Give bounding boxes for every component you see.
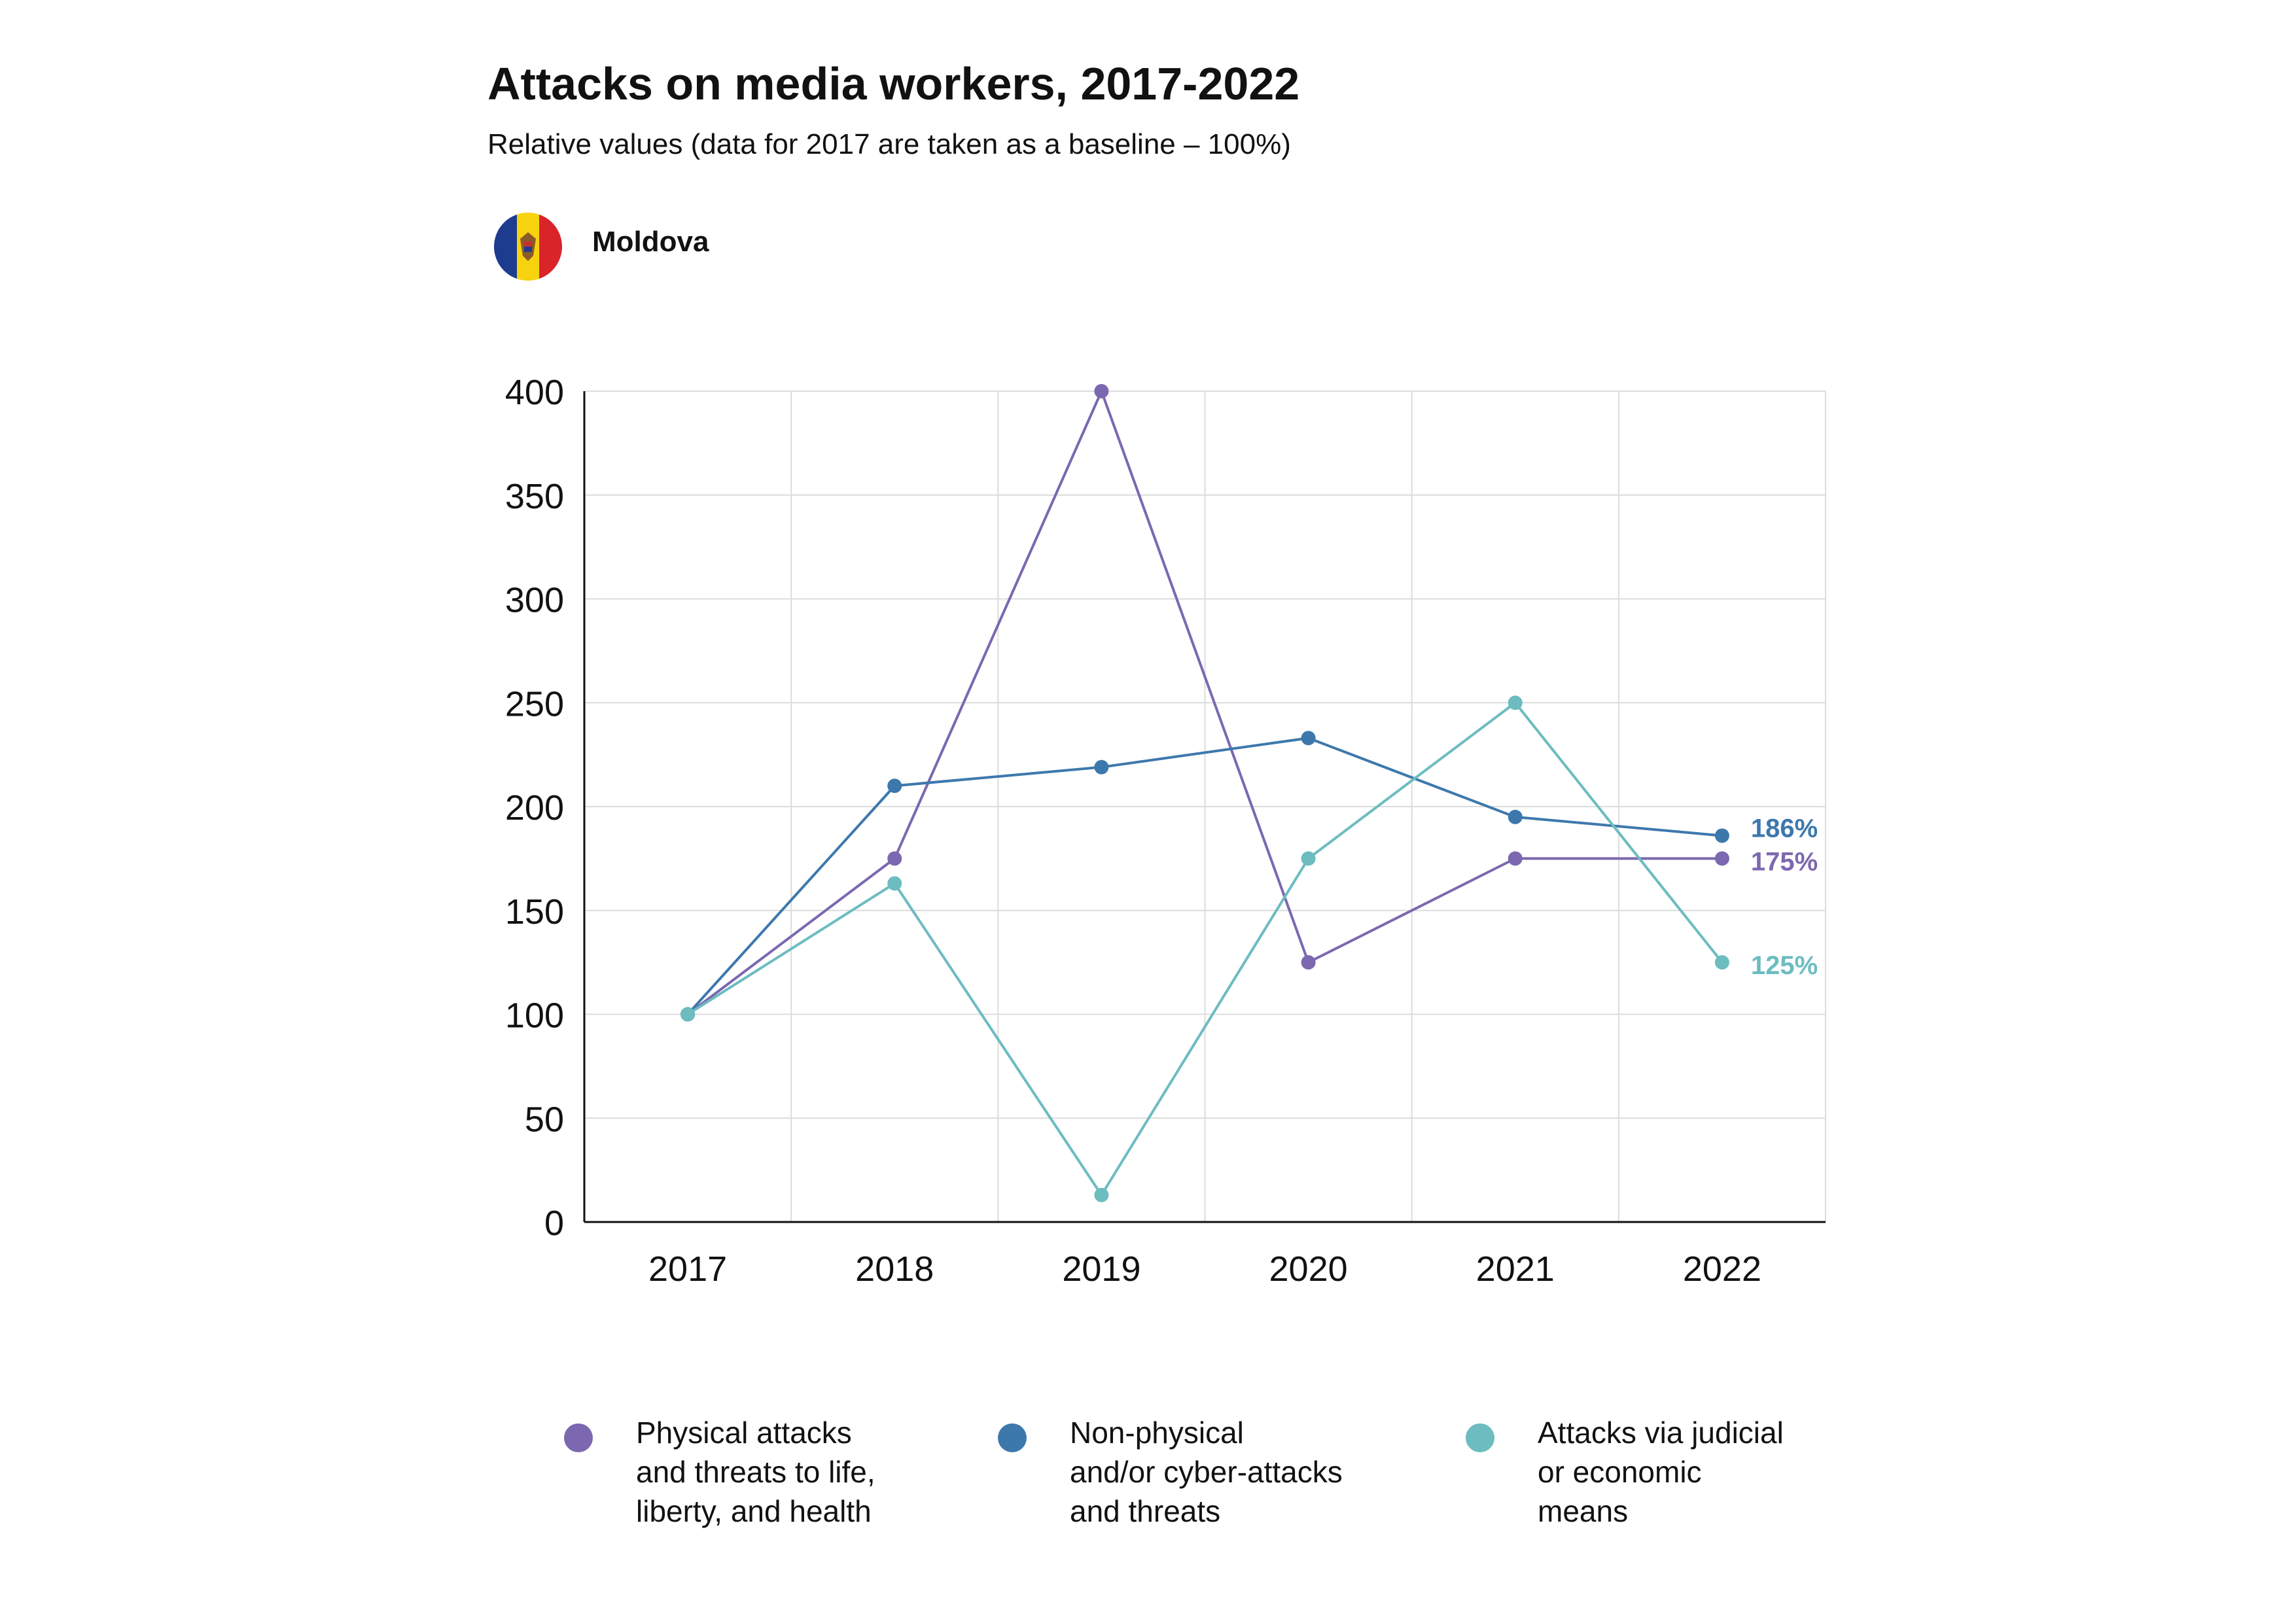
chart-grid (584, 391, 1826, 1222)
legend-item-physical: Physical attacks and threats to life, li… (564, 1413, 937, 1531)
series-end-labels: 175% 186% 125% (1751, 814, 1818, 980)
y-axis-ticks: 0 50 100 150 200 250 300 350 400 (505, 373, 564, 1243)
y-tick-label: 400 (505, 373, 564, 412)
country-label: Moldova (592, 226, 709, 258)
x-tick-label: 2018 (855, 1249, 934, 1289)
series-line (686, 390, 1722, 1016)
end-label: 175% (1751, 847, 1818, 876)
x-tick-label: 2020 (1269, 1249, 1348, 1289)
data-point (1714, 828, 1729, 843)
x-tick-label: 2022 (1683, 1249, 1761, 1289)
legend-label: Attacks via judicial or economic means (1538, 1416, 1784, 1528)
legend-item-non-physical: Non-physical and/or cyber-attacks and th… (998, 1413, 1371, 1531)
chart-series (680, 384, 1729, 1202)
x-axis-ticks: 2017 2018 2019 2020 2021 2022 (648, 1249, 1761, 1289)
data-point (1301, 955, 1316, 970)
data-point (1508, 695, 1523, 710)
x-tick-label: 2021 (1476, 1249, 1555, 1289)
moldova-flag-icon (494, 213, 562, 281)
x-tick-label: 2017 (648, 1249, 727, 1289)
data-point (1094, 384, 1109, 398)
series-2 (680, 695, 1729, 1202)
y-tick-label: 150 (505, 892, 564, 932)
data-point (1301, 851, 1316, 866)
legend-marker (1466, 1423, 1494, 1452)
data-point (1508, 809, 1523, 824)
legend-item-judicial: Attacks via judicial or economic means (1466, 1413, 1839, 1531)
legend-label: Non-physical and/or cyber-attacks and th… (1070, 1416, 1343, 1528)
y-tick-label: 200 (505, 788, 564, 828)
end-label: 125% (1751, 951, 1818, 980)
data-point (887, 778, 902, 794)
data-point (1508, 851, 1523, 866)
legend-marker (564, 1423, 593, 1452)
data-point (1301, 731, 1316, 746)
end-label: 186% (1751, 814, 1818, 843)
data-point (1094, 1187, 1109, 1202)
y-tick-label: 50 (525, 1100, 564, 1139)
data-point (887, 851, 902, 866)
chart-subtitle: Relative values (data for 2017 are taken… (487, 128, 1291, 160)
legend-marker (998, 1423, 1027, 1452)
legend-label: Physical attacks and threats to life, li… (636, 1416, 875, 1528)
series-line (686, 737, 1723, 1015)
y-tick-label: 350 (505, 477, 564, 516)
data-point (1714, 851, 1729, 866)
chart-axes (583, 391, 1826, 1223)
y-tick-label: 300 (505, 581, 564, 620)
data-point (1714, 955, 1729, 970)
data-point (1094, 759, 1109, 775)
series-line (687, 701, 1723, 1196)
x-tick-label: 2019 (1062, 1249, 1140, 1289)
chart-title: Attacks on media workers, 2017-2022 (487, 58, 1300, 109)
data-point (680, 1007, 696, 1022)
y-tick-label: 250 (505, 684, 564, 724)
y-tick-label: 100 (505, 996, 564, 1036)
y-tick-label: 0 (544, 1204, 564, 1243)
data-point (887, 876, 902, 891)
